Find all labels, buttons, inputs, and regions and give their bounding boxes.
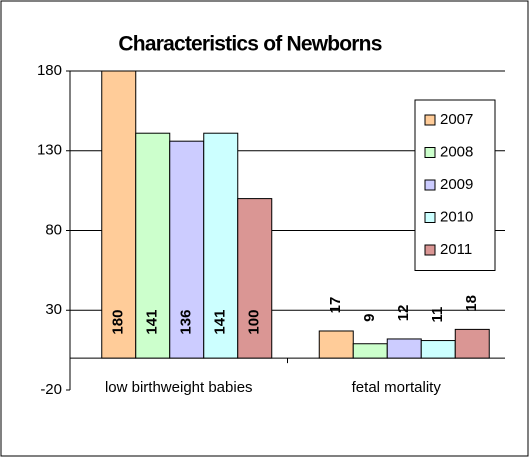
value-label: 11 [429, 307, 446, 323]
value-label: 180 [110, 310, 127, 335]
value-label: 18 [463, 295, 480, 312]
bar [420, 340, 456, 359]
legend-swatch [424, 114, 436, 126]
value-label: 17 [327, 297, 344, 314]
bar [454, 328, 490, 359]
y-tick-label: -20 [40, 381, 62, 398]
bar [386, 338, 422, 359]
legend-swatch [424, 179, 436, 191]
legend-swatch [424, 147, 436, 158]
legend-label: 2011 [440, 241, 472, 258]
bar [101, 70, 137, 359]
legend-swatch [424, 212, 436, 223]
value-label: 136 [178, 310, 195, 335]
bar [203, 132, 239, 359]
legend-label: 2009 [440, 176, 473, 193]
value-label: 12 [395, 305, 412, 322]
bar [352, 343, 388, 359]
chart-title: Characteristics of Newborns [118, 33, 381, 56]
legend-label: 2008 [440, 143, 473, 160]
bar [237, 198, 273, 359]
value-label: 141 [144, 310, 161, 335]
bar [318, 330, 354, 359]
bar [169, 140, 205, 359]
value-label: 100 [246, 310, 263, 335]
legend-label: 2007 [440, 111, 473, 128]
y-tick-label: 80 [45, 221, 62, 238]
y-tick-label: 180 [37, 62, 62, 79]
y-tick-label: 130 [37, 142, 62, 159]
y-tick-label: 30 [45, 301, 62, 318]
x-tick-label: low birthweight babies [105, 379, 253, 396]
x-tick-label: fetal mortality [352, 379, 442, 396]
legend-label: 2010 [440, 208, 473, 225]
legend-swatch [424, 244, 436, 256]
value-label: 141 [212, 310, 229, 335]
value-label: 9 [361, 314, 378, 322]
